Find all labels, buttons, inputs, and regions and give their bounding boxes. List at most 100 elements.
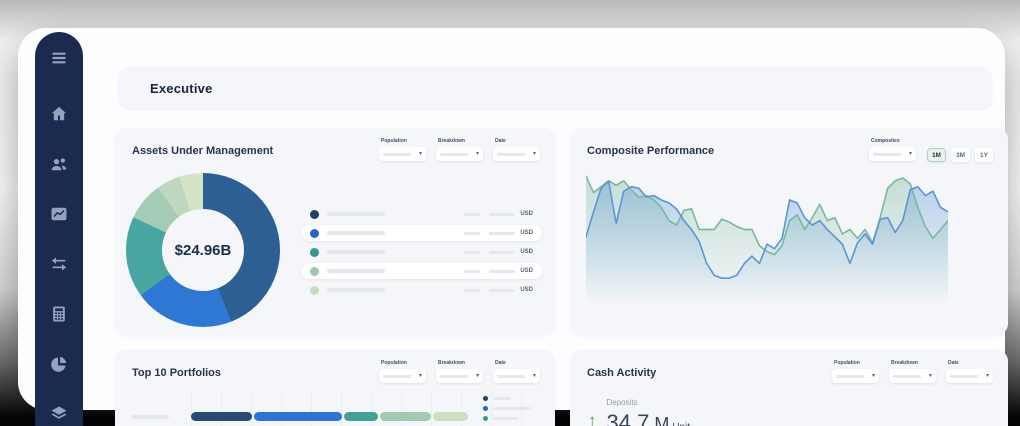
filter-select[interactable]: ▾: [379, 147, 426, 161]
range-button-3m[interactable]: 3M: [950, 148, 970, 162]
filter-dropdown-population: Population ▾: [379, 138, 426, 161]
home-icon[interactable]: [48, 104, 70, 124]
filter-label: Breakdown: [891, 360, 918, 366]
filter-select[interactable]: ▾: [889, 369, 936, 383]
chevron-down-icon: ▾: [908, 151, 912, 157]
chevron-down-icon: ▾: [928, 373, 932, 379]
sidebar-nav: [35, 32, 83, 426]
composite-line-chart[interactable]: [586, 168, 948, 326]
range-button-1y[interactable]: 1Y: [975, 148, 993, 162]
menu-icon[interactable]: [48, 48, 70, 68]
filter-select[interactable]: ▾: [436, 369, 483, 383]
portfolio-name-placeholder: [131, 414, 169, 419]
composite-range-toggle: 1M 3M 1Y: [926, 148, 993, 162]
filter-select[interactable]: ▾: [946, 369, 993, 383]
legend-amount-placeholder: [489, 250, 516, 254]
bar-segment: [191, 412, 252, 421]
legend-amount-placeholder: [489, 212, 516, 216]
legend-value-placeholder: [464, 231, 481, 235]
top10-legend-row: [483, 416, 541, 421]
legend-name-placeholder: [327, 250, 385, 254]
aum-legend-list: USD USD USD USD USD: [301, 206, 542, 301]
legend-label-placeholder: [493, 397, 511, 400]
bar-segment: [344, 412, 378, 421]
aum-card-title: Assets Under Management: [132, 145, 274, 157]
filter-select[interactable]: ▾: [379, 369, 426, 383]
legend-name-placeholder: [327, 212, 385, 216]
legend-name-placeholder: [327, 231, 385, 235]
filter-label: Date: [495, 138, 506, 144]
top10-legend: [483, 396, 541, 426]
filter-label: Breakdown: [438, 138, 465, 144]
legend-value-placeholder: [464, 288, 481, 292]
users-icon[interactable]: [48, 154, 70, 174]
page-title: Executive: [150, 81, 213, 96]
chevron-down-icon: ▾: [475, 151, 479, 157]
composite-card: Composite Performance Composites ▾ 1M 3M 1Y: [570, 128, 1008, 335]
swap-arrows-icon[interactable]: [48, 254, 70, 274]
series-blue-line: [586, 180, 948, 280]
legend-amount-placeholder: [489, 231, 516, 235]
chevron-down-icon: ▾: [418, 373, 422, 379]
filter-placeholder: [893, 374, 921, 378]
filter-placeholder: [836, 374, 864, 378]
pie-chart-icon[interactable]: [48, 354, 70, 374]
filter-label: Composites: [871, 138, 900, 144]
composite-filters: Composites ▾: [869, 138, 916, 161]
filter-dropdown-breakdown: Breakdown ▾: [889, 360, 936, 383]
aum-legend-row[interactable]: USD: [301, 282, 542, 298]
aum-donut-chart[interactable]: $24.96B: [126, 173, 280, 327]
filter-label: Date: [495, 360, 506, 366]
currency-label: USD: [520, 268, 533, 274]
filter-label: Population: [381, 360, 407, 366]
filter-select[interactable]: ▾: [493, 369, 540, 383]
legend-dot: [310, 247, 319, 257]
filter-dropdown-population: Population ▾: [832, 360, 879, 383]
filter-placeholder: [440, 152, 468, 156]
aum-filters: Population ▾ Breakdown ▾ Date ▾: [379, 138, 540, 161]
legend-label-placeholder: [493, 407, 531, 410]
portfolio-bar-row[interactable]: [131, 412, 545, 421]
aum-legend-row[interactable]: USD: [301, 263, 542, 279]
currency-label: USD: [520, 230, 533, 236]
currency-label: USD: [520, 249, 533, 255]
currency-label: USD: [520, 287, 533, 293]
deposits-scale: M: [654, 414, 670, 426]
filter-placeholder: [440, 374, 468, 378]
filter-select[interactable]: ▾: [436, 147, 483, 161]
legend-name-placeholder: [327, 288, 385, 292]
aum-legend-row[interactable]: USD: [301, 244, 542, 260]
filter-placeholder: [497, 152, 525, 156]
layers-icon[interactable]: [48, 404, 70, 424]
cash-filters: Population ▾ Breakdown ▾ Date ▾: [832, 360, 993, 383]
filter-select[interactable]: ▾: [493, 147, 540, 161]
header-bar: Executive: [118, 66, 993, 111]
calculator-icon[interactable]: [48, 304, 70, 324]
aum-donut-hole: $24.96B: [162, 209, 244, 291]
filter-label: Breakdown: [438, 360, 465, 366]
chevron-down-icon: ▾: [418, 151, 422, 157]
filter-dropdown-date: Date ▾: [493, 138, 540, 161]
legend-dot: [483, 406, 488, 411]
top10-card: Top 10 Portfolios Population ▾ Breakdown ▾ D…: [115, 350, 555, 426]
legend-dot: [310, 209, 319, 219]
top10-legend-row: [483, 406, 541, 411]
filter-select[interactable]: ▾: [869, 147, 916, 161]
legend-dot: [310, 285, 319, 295]
app-window: Executive Assets Under Management Popula…: [18, 28, 1008, 426]
aum-legend-row[interactable]: USD: [301, 206, 542, 222]
cash-card: Cash Activity Population ▾ Breakdown ▾ Date ▾…: [570, 350, 1008, 426]
filter-select[interactable]: ▾: [832, 369, 879, 383]
deposits-value: 34.7: [606, 410, 650, 426]
range-button-1m[interactable]: 1M: [926, 148, 946, 162]
line-chart-icon[interactable]: [48, 204, 70, 224]
aum-total-value: $24.96B: [174, 241, 232, 259]
aum-legend-row[interactable]: USD: [301, 225, 542, 241]
bar-segment: [433, 412, 468, 421]
top10-stacked-bars[interactable]: [131, 412, 545, 426]
series-blue-area: [586, 180, 948, 326]
filter-placeholder: [950, 374, 978, 378]
legend-amount-placeholder: [489, 288, 516, 292]
bar-segment: [380, 412, 431, 421]
series-green-line: [586, 175, 948, 256]
